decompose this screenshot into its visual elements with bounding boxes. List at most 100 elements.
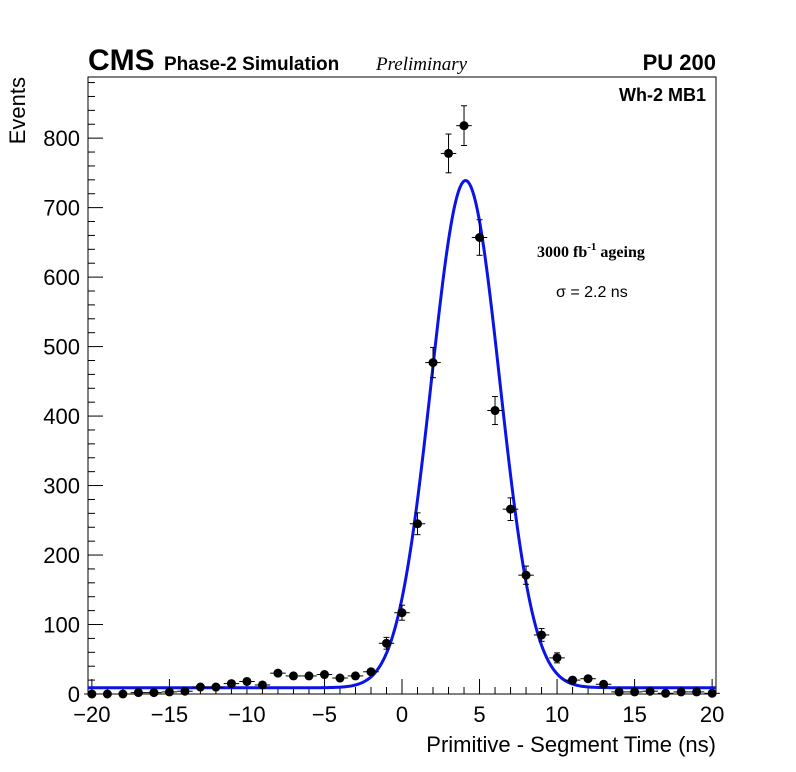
data-marker	[568, 675, 578, 685]
y-tick-label: 200	[43, 543, 80, 568]
data-marker	[475, 233, 485, 243]
data-marker	[692, 687, 702, 697]
phase2-label: Phase-2 Simulation	[164, 54, 339, 75]
data-marker	[226, 679, 236, 689]
data-marker	[288, 671, 298, 681]
data-marker	[552, 653, 562, 663]
data-marker	[661, 688, 671, 698]
ageing-label: 3000 fb-1 ageing	[537, 241, 645, 261]
y-tick-label: 100	[43, 613, 80, 638]
data-point	[254, 680, 271, 690]
data-point	[270, 668, 286, 678]
y-axis: 0 100 200 300 400 500 600 700 800	[43, 82, 103, 707]
data-point	[378, 636, 395, 650]
data-point	[549, 652, 565, 664]
pileup-label: PU 200	[643, 50, 716, 75]
fit-curve	[88, 179, 716, 690]
data-point	[285, 671, 302, 681]
data-point	[688, 687, 705, 697]
data-point	[595, 679, 612, 689]
data-point	[115, 689, 131, 699]
points-layer	[84, 105, 720, 699]
data-marker	[630, 687, 640, 697]
data-marker	[444, 148, 454, 158]
x-tick-label: −10	[228, 702, 265, 727]
data-marker	[149, 688, 159, 698]
data-marker	[490, 406, 500, 416]
data-point	[99, 689, 116, 699]
x-tick-label: −15	[151, 702, 188, 727]
x-tick-label: −20	[73, 702, 110, 727]
data-point	[161, 687, 178, 697]
data-point	[316, 670, 333, 680]
data-point	[332, 673, 348, 683]
data-point	[611, 687, 627, 697]
data-point	[130, 688, 147, 698]
data-marker	[102, 689, 112, 699]
data-point	[347, 671, 364, 681]
data-marker	[350, 671, 360, 681]
data-point	[84, 689, 100, 699]
data-marker	[257, 680, 267, 690]
y-tick-label: 0	[68, 682, 80, 707]
data-point	[192, 682, 209, 692]
data-marker	[506, 504, 516, 514]
ageing-exponent: -1	[587, 241, 596, 253]
data-marker	[397, 608, 407, 618]
data-point	[471, 219, 488, 256]
data-point	[363, 667, 379, 677]
data-marker	[164, 687, 174, 697]
data-point	[239, 676, 255, 686]
data-marker	[459, 121, 469, 131]
data-point	[642, 686, 658, 696]
data-marker	[133, 688, 143, 698]
data-marker	[599, 679, 609, 689]
data-point	[394, 604, 410, 621]
data-point	[487, 395, 503, 426]
data-point	[146, 688, 162, 698]
data-marker	[335, 673, 345, 683]
x-tick-label: 0	[396, 702, 408, 727]
x-tick-label: −5	[312, 702, 337, 727]
data-marker	[319, 670, 329, 680]
data-point	[301, 671, 317, 681]
y-tick-label: 500	[43, 335, 80, 360]
data-marker	[180, 686, 190, 696]
y-axis-label: Events	[5, 77, 30, 144]
data-point	[533, 628, 550, 642]
x-tick-label: 5	[473, 702, 485, 727]
data-marker	[273, 668, 283, 678]
data-point	[409, 512, 426, 536]
data-marker	[707, 688, 717, 698]
data-marker	[413, 519, 423, 529]
data-marker	[242, 676, 252, 686]
x-tick-label: 20	[700, 702, 724, 727]
x-axis-label: Primitive - Segment Time (ns)	[426, 732, 716, 757]
cms-label: CMS	[88, 44, 155, 77]
data-marker	[614, 687, 624, 697]
data-point	[657, 688, 674, 698]
y-tick-label: 600	[43, 265, 80, 290]
ageing-prefix: 3000 fb	[537, 244, 587, 261]
data-point	[208, 682, 224, 692]
data-point	[425, 346, 441, 379]
data-point	[177, 686, 193, 696]
data-point	[223, 679, 240, 689]
data-point	[456, 105, 472, 147]
data-point	[564, 675, 581, 685]
data-marker	[645, 686, 655, 696]
y-tick-label: 400	[43, 404, 80, 429]
data-marker	[195, 682, 205, 692]
data-marker	[118, 689, 128, 699]
data-marker	[676, 687, 686, 697]
y-tick-label: 800	[43, 126, 80, 151]
y-tick-label: 300	[43, 474, 80, 499]
y-tick-label: 700	[43, 196, 80, 221]
data-marker	[381, 638, 391, 648]
data-point	[518, 565, 534, 585]
fit-layer	[88, 179, 716, 690]
data-point	[440, 133, 457, 174]
region-label: Wh-2 MB1	[619, 85, 706, 105]
data-marker	[87, 689, 97, 699]
